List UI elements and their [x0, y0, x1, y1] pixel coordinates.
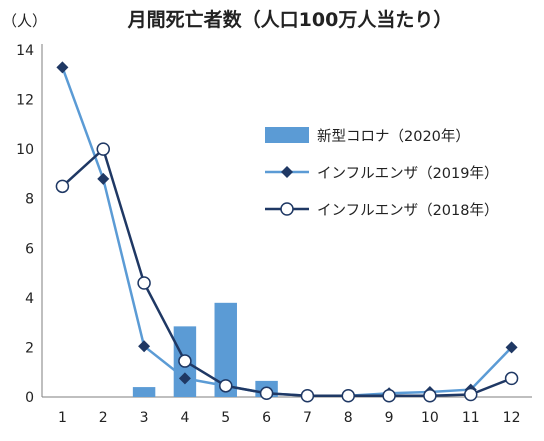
x-tick-label: 4 — [180, 410, 189, 426]
data-point-diamond — [97, 172, 110, 185]
x-tick-label: 11 — [462, 410, 480, 426]
data-point-diamond — [178, 372, 191, 385]
data-point-circle — [219, 379, 233, 393]
series-line — [61, 147, 513, 398]
series-line — [61, 66, 513, 398]
y-tick-label: 12 — [16, 93, 34, 109]
data-point-circle — [464, 387, 478, 402]
legend: 新型コロナ（2020年） インフルエンザ（2019年） インフルエンザ（2018年） — [265, 127, 498, 219]
legend-marker — [281, 166, 293, 178]
bar — [214, 302, 237, 397]
legend-label: 新型コロナ（2020年） — [317, 128, 470, 145]
x-tick-label: 9 — [385, 410, 394, 426]
data-point-circle — [178, 354, 192, 368]
x-tick-label: 1 — [58, 410, 67, 426]
data-point-circle — [382, 389, 396, 403]
data-point-circle — [504, 371, 519, 386]
x-tick-label: 2 — [99, 410, 108, 426]
x-tick-label: 7 — [303, 410, 312, 426]
data-point-circle — [96, 142, 110, 156]
data-point-circle — [55, 179, 70, 194]
legend-label: インフルエンザ（2019年） — [317, 165, 498, 182]
x-tick-label: 10 — [421, 410, 439, 426]
x-tick-label: 12 — [503, 410, 521, 426]
y-tick-label: 8 — [25, 192, 34, 208]
legend-marker — [280, 202, 294, 216]
y-tick-label: 14 — [16, 43, 34, 59]
legend-swatch — [265, 127, 309, 143]
x-tick-label: 6 — [262, 410, 271, 426]
legend-label: インフルエンザ（2018年） — [317, 202, 498, 219]
x-tick-label: 8 — [344, 410, 353, 426]
bar — [132, 387, 156, 397]
chart-title: 月間死亡者数（人口100万人当たり） — [127, 8, 453, 31]
data-point-circle — [137, 276, 151, 290]
y-tick-label: 0 — [25, 390, 34, 406]
data-point-diamond — [505, 341, 518, 354]
x-tick-label: 5 — [221, 410, 230, 426]
y-axis-label: （人） — [2, 12, 47, 30]
x-tick-label: 3 — [140, 410, 149, 426]
y-tick-label: 2 — [25, 340, 34, 356]
y-tick-label: 6 — [25, 241, 34, 257]
data-point-circle — [341, 389, 355, 403]
y-tick-label: 10 — [16, 142, 34, 158]
data-point-circle — [259, 386, 274, 401]
y-tick-label: 4 — [25, 291, 34, 307]
data-point-diamond — [56, 61, 69, 74]
data-point-diamond — [138, 340, 151, 353]
data-point-circle — [300, 389, 315, 403]
data-point-circle — [423, 389, 437, 403]
